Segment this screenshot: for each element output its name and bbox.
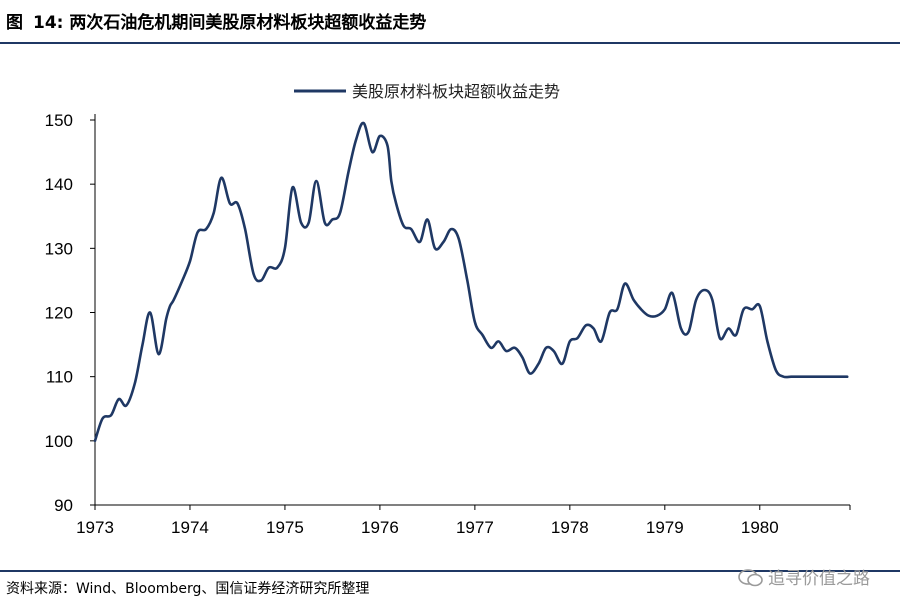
watermark-text: 追寻价值之路 (768, 569, 870, 589)
x-tick-label: 1976 (361, 518, 399, 537)
series-line (93, 121, 849, 443)
x-tick-label: 1980 (741, 518, 779, 537)
x-tick-label: 1978 (551, 518, 589, 537)
y-tick-label: 130 (45, 239, 73, 258)
figure-title: 图 14: 两次石油危机期间美股原材料板块超额收益走势 (6, 8, 426, 33)
bottom-rule (0, 570, 900, 572)
x-axis-ticks: 1973 1974 1975 1976 1977 1978 1979 1980 (76, 505, 851, 537)
x-tick-label: 1974 (171, 518, 209, 537)
x-tick-label: 1975 (266, 518, 304, 537)
y-tick-label: 150 (45, 111, 73, 130)
top-rule (0, 42, 900, 44)
y-axis-ticks: 90 100 110 120 130 140 150 (45, 111, 95, 515)
figure-number: 14: (33, 13, 64, 33)
source-note: 资料来源：Wind、Bloomberg、国信证券经济研究所整理 (6, 581, 370, 597)
y-tick-label: 110 (46, 368, 73, 387)
legend: 美股原材料板块超额收益走势 (294, 82, 560, 101)
legend-label: 美股原材料板块超额收益走势 (352, 82, 560, 101)
x-tick-label: 1973 (76, 518, 114, 537)
y-tick-label: 90 (54, 496, 73, 515)
y-tick-label: 100 (45, 432, 73, 451)
y-tick-label: 140 (45, 175, 73, 194)
y-tick-label: 120 (45, 304, 73, 323)
watermark: 追寻价值之路 (738, 564, 870, 589)
wechat-icon (738, 569, 763, 587)
x-tick-label: 1979 (646, 518, 684, 537)
figure-title-text: 两次石油危机期间美股原材料板块超额收益走势 (69, 13, 427, 33)
x-tick-label: 1977 (456, 518, 494, 537)
figure-label: 图 (6, 13, 23, 33)
